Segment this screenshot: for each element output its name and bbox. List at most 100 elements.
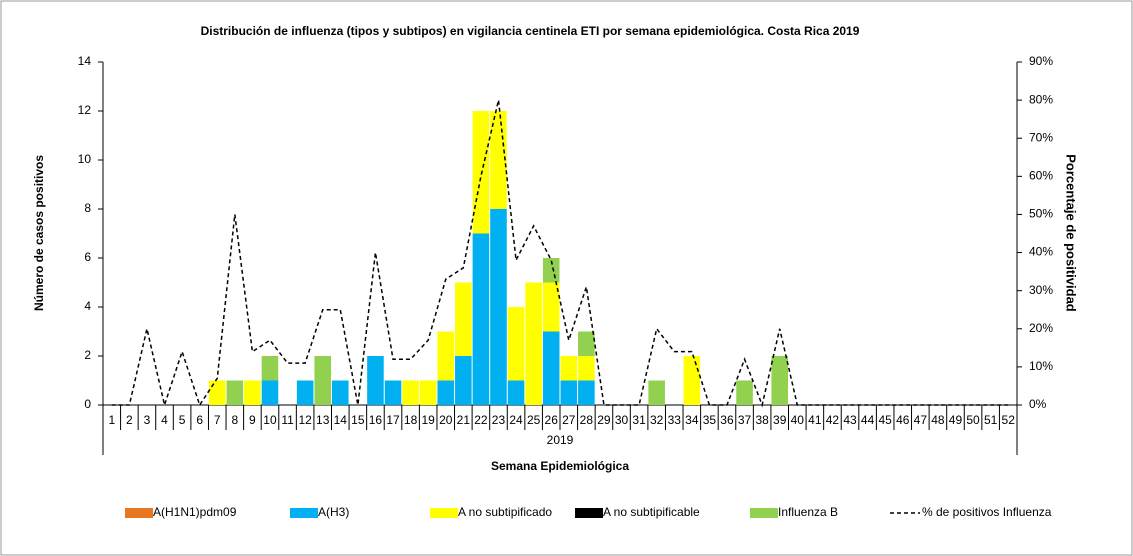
x-tick-label: 50 [966, 413, 980, 427]
x-tick-label: 49 [949, 413, 963, 427]
legend-label: Influenza B [778, 505, 838, 519]
x-tick-label: 3 [144, 413, 151, 427]
legend-swatch [430, 508, 458, 518]
percent-line [111, 99, 1009, 408]
legend-swatch [575, 508, 603, 518]
bar-segment [296, 380, 314, 405]
x-tick-label: 29 [597, 413, 611, 427]
y-tick-label: 12 [78, 103, 92, 117]
legend-label: A no subtipificado [458, 505, 552, 519]
x-tick-label: 31 [632, 413, 646, 427]
bar-segment [226, 380, 244, 405]
x-tick-label: 51 [984, 413, 998, 427]
x-tick-label: 23 [492, 413, 506, 427]
bar-segment [332, 380, 349, 405]
y2-axis-label: Porcentaje de positividad [1064, 154, 1079, 312]
y-tick-label: 4 [84, 299, 91, 313]
chart-title: Distribución de influenza (tipos y subti… [201, 24, 860, 38]
bar-segment [244, 380, 261, 405]
y-tick-label: 10 [78, 152, 92, 166]
y2-tick-label: 70% [1029, 130, 1053, 144]
x-tick-label: 37 [738, 413, 752, 427]
x-tick-label: 26 [545, 413, 559, 427]
bar-segment [578, 380, 595, 405]
x-tick-label: 41 [808, 413, 822, 427]
x-tick-label: 32 [650, 413, 664, 427]
x-tick-label: 22 [474, 413, 488, 427]
bar-segment [402, 380, 419, 405]
x-tick-label: 40 [791, 413, 805, 427]
x-tick-label: 42 [826, 413, 840, 427]
bar-segment [455, 282, 472, 356]
x-tick-label: 21 [457, 413, 471, 427]
bar-segment [437, 331, 455, 381]
legend-label: A(H3) [318, 505, 349, 519]
bar-segment [560, 380, 578, 405]
y2-tick-label: 90% [1029, 54, 1053, 68]
legend-label: A(H1N1)pdm09 [153, 505, 237, 519]
x-tick-label: 15 [351, 413, 365, 427]
bar-segment [261, 380, 279, 405]
x-tick-label: 20 [439, 413, 453, 427]
x-tick-label: 17 [386, 413, 400, 427]
bar-segment [578, 356, 595, 381]
bar-segment [648, 380, 665, 405]
x-axis-label: Semana Epidemiológica [491, 459, 629, 473]
x-tick-label: 35 [703, 413, 717, 427]
x-tick-label: 24 [509, 413, 523, 427]
y2-tick-label: 30% [1029, 283, 1053, 297]
bar-segment [578, 331, 595, 356]
legend-label: % de positivos Influenza [922, 505, 1052, 519]
legend-label: A no subtipificable [603, 505, 700, 519]
x-tick-label: 8 [231, 413, 238, 427]
bar-segment [367, 356, 384, 405]
bar-segment [507, 380, 525, 405]
y-tick-label: 14 [78, 54, 92, 68]
bar-segment [507, 307, 525, 381]
x-tick-label: 10 [263, 413, 277, 427]
x-tick-label: 33 [668, 413, 682, 427]
x-tick-label: 48 [931, 413, 945, 427]
x-group-label: 2019 [547, 433, 574, 447]
bar-segment [455, 356, 472, 405]
bar-segment [314, 356, 331, 405]
x-tick-label: 52 [1002, 413, 1016, 427]
x-tick-label: 38 [755, 413, 769, 427]
x-tick-label: 25 [527, 413, 541, 427]
x-tick-label: 43 [843, 413, 857, 427]
legend-swatch [750, 508, 778, 518]
bar-segment [736, 380, 753, 405]
y2-tick-label: 50% [1029, 207, 1053, 221]
x-tick-label: 46 [896, 413, 910, 427]
x-tick-label: 36 [720, 413, 734, 427]
y-tick-label: 2 [84, 348, 91, 362]
y-tick-label: 8 [84, 201, 91, 215]
y-tick-label: 0 [84, 397, 91, 411]
y2-tick-label: 20% [1029, 321, 1053, 335]
bar-segment [472, 111, 490, 234]
y-axis-label: Número de casos positivos [32, 155, 46, 311]
bar-segment [771, 356, 788, 405]
x-tick-label: 2 [126, 413, 133, 427]
x-tick-label: 44 [861, 413, 875, 427]
bar-segment [208, 380, 226, 405]
y2-tick-label: 10% [1029, 359, 1053, 373]
y-tick-label: 6 [84, 250, 91, 264]
x-tick-label: 16 [369, 413, 383, 427]
x-tick-label: 45 [878, 413, 892, 427]
legend-swatch [290, 508, 318, 518]
x-tick-label: 9 [249, 413, 256, 427]
x-tick-label: 6 [196, 413, 203, 427]
x-tick-label: 12 [298, 413, 312, 427]
y2-tick-label: 0% [1029, 397, 1047, 411]
x-tick-label: 5 [179, 413, 186, 427]
legend-swatch [125, 508, 153, 518]
x-tick-label: 19 [421, 413, 435, 427]
bar-segment [490, 209, 507, 405]
y2-tick-label: 80% [1029, 92, 1053, 106]
x-tick-label: 7 [214, 413, 221, 427]
bar-segment [437, 380, 455, 405]
x-tick-label: 1 [108, 413, 115, 427]
